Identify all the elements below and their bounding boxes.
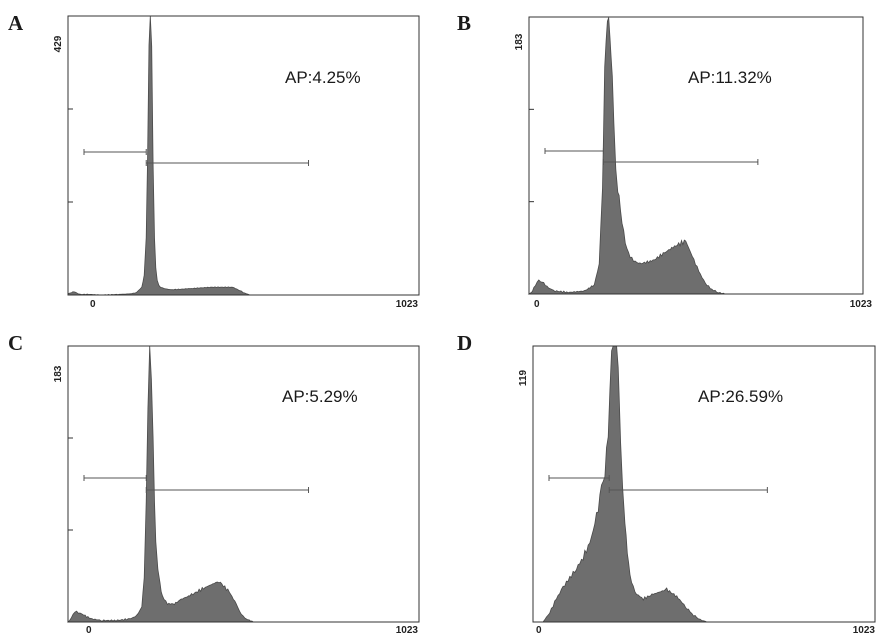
- y-max-label: 429: [53, 35, 64, 52]
- histogram-d: 119 0 1023 AP:26.59%: [518, 345, 876, 635]
- histogram-area: [67, 15, 419, 296]
- plot-frame: [528, 16, 864, 295]
- histogram-area: [66, 345, 419, 623]
- panel-letter: A: [8, 11, 24, 35]
- plot-frame: [67, 15, 420, 296]
- panel-b: B 183 0 1023 AP:11.32%: [438, 0, 877, 317]
- plot-frame: [532, 345, 876, 623]
- histogram-c: 183 0 1023 AP:5.29%: [53, 345, 420, 635]
- y-max-label: 183: [53, 365, 64, 382]
- y-max-label: 183: [514, 33, 525, 50]
- x-max-label: 1023: [396, 625, 419, 635]
- panel-letter: B: [457, 11, 472, 35]
- plot-frame: [67, 345, 420, 623]
- histogram-a: 429 0 1023 AP:4.25%: [53, 15, 420, 310]
- ap-annotation: AP:4.25%: [285, 68, 361, 87]
- x-max-label: 1023: [850, 299, 873, 310]
- histogram-area: [527, 17, 863, 295]
- x-min-label: 0: [536, 625, 542, 635]
- x-max-label: 1023: [396, 299, 419, 310]
- panel-d: D 119 0 1023 AP:26.59%: [438, 318, 877, 635]
- ap-annotation: AP:11.32%: [688, 68, 772, 87]
- x-min-label: 0: [90, 299, 96, 310]
- panel-letter: D: [457, 331, 473, 355]
- panel-a: A 429 0 1023 AP:4.25%: [0, 0, 438, 317]
- histogram-b: 183 0 1023 AP:11.32%: [514, 16, 873, 310]
- y-max-label: 119: [518, 369, 529, 386]
- x-min-label: 0: [86, 625, 92, 635]
- ap-annotation: AP:26.59%: [698, 387, 783, 406]
- ap-annotation: AP:5.29%: [282, 387, 358, 406]
- x-max-label: 1023: [853, 625, 876, 635]
- panel-letter: C: [8, 331, 24, 355]
- x-min-label: 0: [534, 299, 540, 310]
- panel-c: C 183 0 1023 AP:5.29%: [0, 318, 438, 635]
